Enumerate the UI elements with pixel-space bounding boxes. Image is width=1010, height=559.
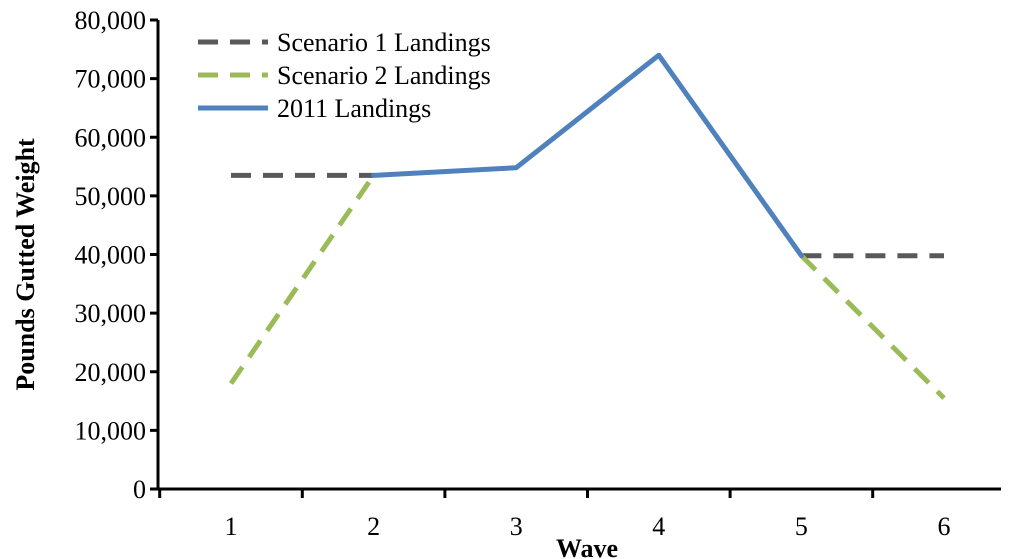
y-tick-label: 70,000 xyxy=(75,65,147,94)
x-tick-label: 2 xyxy=(367,512,380,541)
x-tick-label: 4 xyxy=(652,512,665,541)
series-line-2 xyxy=(799,253,946,400)
legend: Scenario 1 Landings Scenario 2 Landings 20… xyxy=(198,28,491,123)
y-axis-title: Pounds Gutted Weight xyxy=(11,138,40,391)
y-tick-label: 10,000 xyxy=(75,416,147,445)
x-tick-label: 5 xyxy=(795,512,808,541)
y-tick-label: 40,000 xyxy=(75,241,147,270)
x-axis-title: Wave xyxy=(556,534,618,559)
x-axis-ticks: 1 2 3 4 5 6 xyxy=(158,489,951,541)
y-tick-label: 50,000 xyxy=(75,182,147,211)
series-line-3 xyxy=(371,52,804,259)
legend-label-3: 2011 Landings xyxy=(277,94,431,123)
y-tick-label: 80,000 xyxy=(75,6,147,35)
y-tick-label: 60,000 xyxy=(75,123,147,152)
x-tick-label: 3 xyxy=(510,512,523,541)
series-line-2 xyxy=(228,173,376,385)
x-tick-label: 6 xyxy=(938,512,951,541)
x-tick-label: 1 xyxy=(225,512,238,541)
y-axis-ticks: 0 10,000 20,000 30,000 40,000 50,000 60,000 70,… xyxy=(75,6,158,504)
y-tick-label: 0 xyxy=(133,475,146,504)
series-layer xyxy=(228,52,946,400)
y-tick-label: 20,000 xyxy=(75,358,147,387)
legend-label-1: Scenario 1 Landings xyxy=(277,28,491,57)
legend-label-2: Scenario 2 Landings xyxy=(277,61,491,90)
y-tick-label: 30,000 xyxy=(75,299,147,328)
